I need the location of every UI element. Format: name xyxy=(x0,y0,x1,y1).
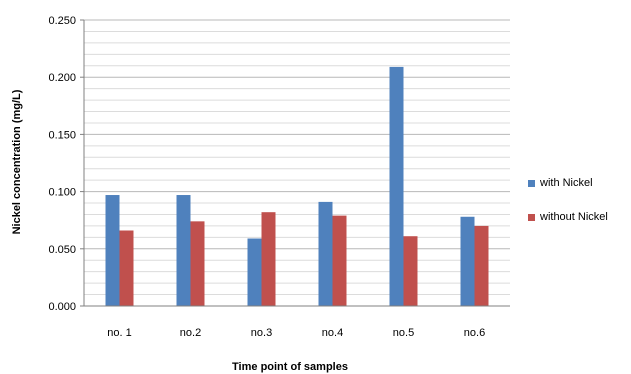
y-tick-label: 0.150 xyxy=(48,129,76,141)
x-tick-label: no.4 xyxy=(322,327,343,339)
bar-with-nickel xyxy=(247,238,262,306)
bar-with-nickel xyxy=(318,201,333,306)
y-tick-label: 0.000 xyxy=(48,301,76,313)
x-axis-title: Time point of samples xyxy=(232,361,348,373)
bar-without-nickel xyxy=(190,221,205,306)
y-tick-label: 0.250 xyxy=(48,15,76,27)
legend-swatch-without-nickel xyxy=(528,213,535,221)
legend-label-without-nickel: without Nickel xyxy=(540,211,608,223)
legend: with Nickel without Nickel xyxy=(528,176,608,244)
legend-label-with-nickel: with Nickel xyxy=(540,177,593,189)
x-tick-label: no.5 xyxy=(393,327,414,339)
x-tick-label: no.2 xyxy=(180,327,201,339)
x-tick-label: no.6 xyxy=(464,327,485,339)
bar-without-nickel xyxy=(332,215,347,306)
bar-with-nickel xyxy=(176,195,191,306)
bar-without-nickel xyxy=(403,236,418,306)
x-tick-labels: no. 1 no.2 no.3 no.4 no.5 no.6 xyxy=(107,327,485,339)
legend-item-with-nickel: with Nickel xyxy=(528,176,608,190)
bars xyxy=(105,66,489,307)
grid-lines xyxy=(84,19,510,296)
bar-without-nickel xyxy=(261,212,276,306)
y-tick-labels: 0.000 0.050 0.100 0.150 0.200 0.250 xyxy=(48,15,84,313)
legend-swatch-with-nickel xyxy=(528,179,535,187)
y-axis-title: Nickel concentration (mg/L) xyxy=(11,89,23,234)
bar-with-nickel xyxy=(389,66,404,307)
y-tick-label: 0.100 xyxy=(48,187,76,199)
bar-with-nickel xyxy=(105,195,120,306)
y-tick-label: 0.050 xyxy=(48,244,76,256)
bar-with-nickel xyxy=(460,216,475,306)
x-tick-label: no. 1 xyxy=(107,327,131,339)
legend-item-without-nickel: without Nickel xyxy=(528,210,608,224)
x-tick-label: no.3 xyxy=(251,327,272,339)
bar-without-nickel xyxy=(119,230,134,306)
y-tick-label: 0.200 xyxy=(48,72,76,84)
bar-without-nickel xyxy=(474,225,489,306)
